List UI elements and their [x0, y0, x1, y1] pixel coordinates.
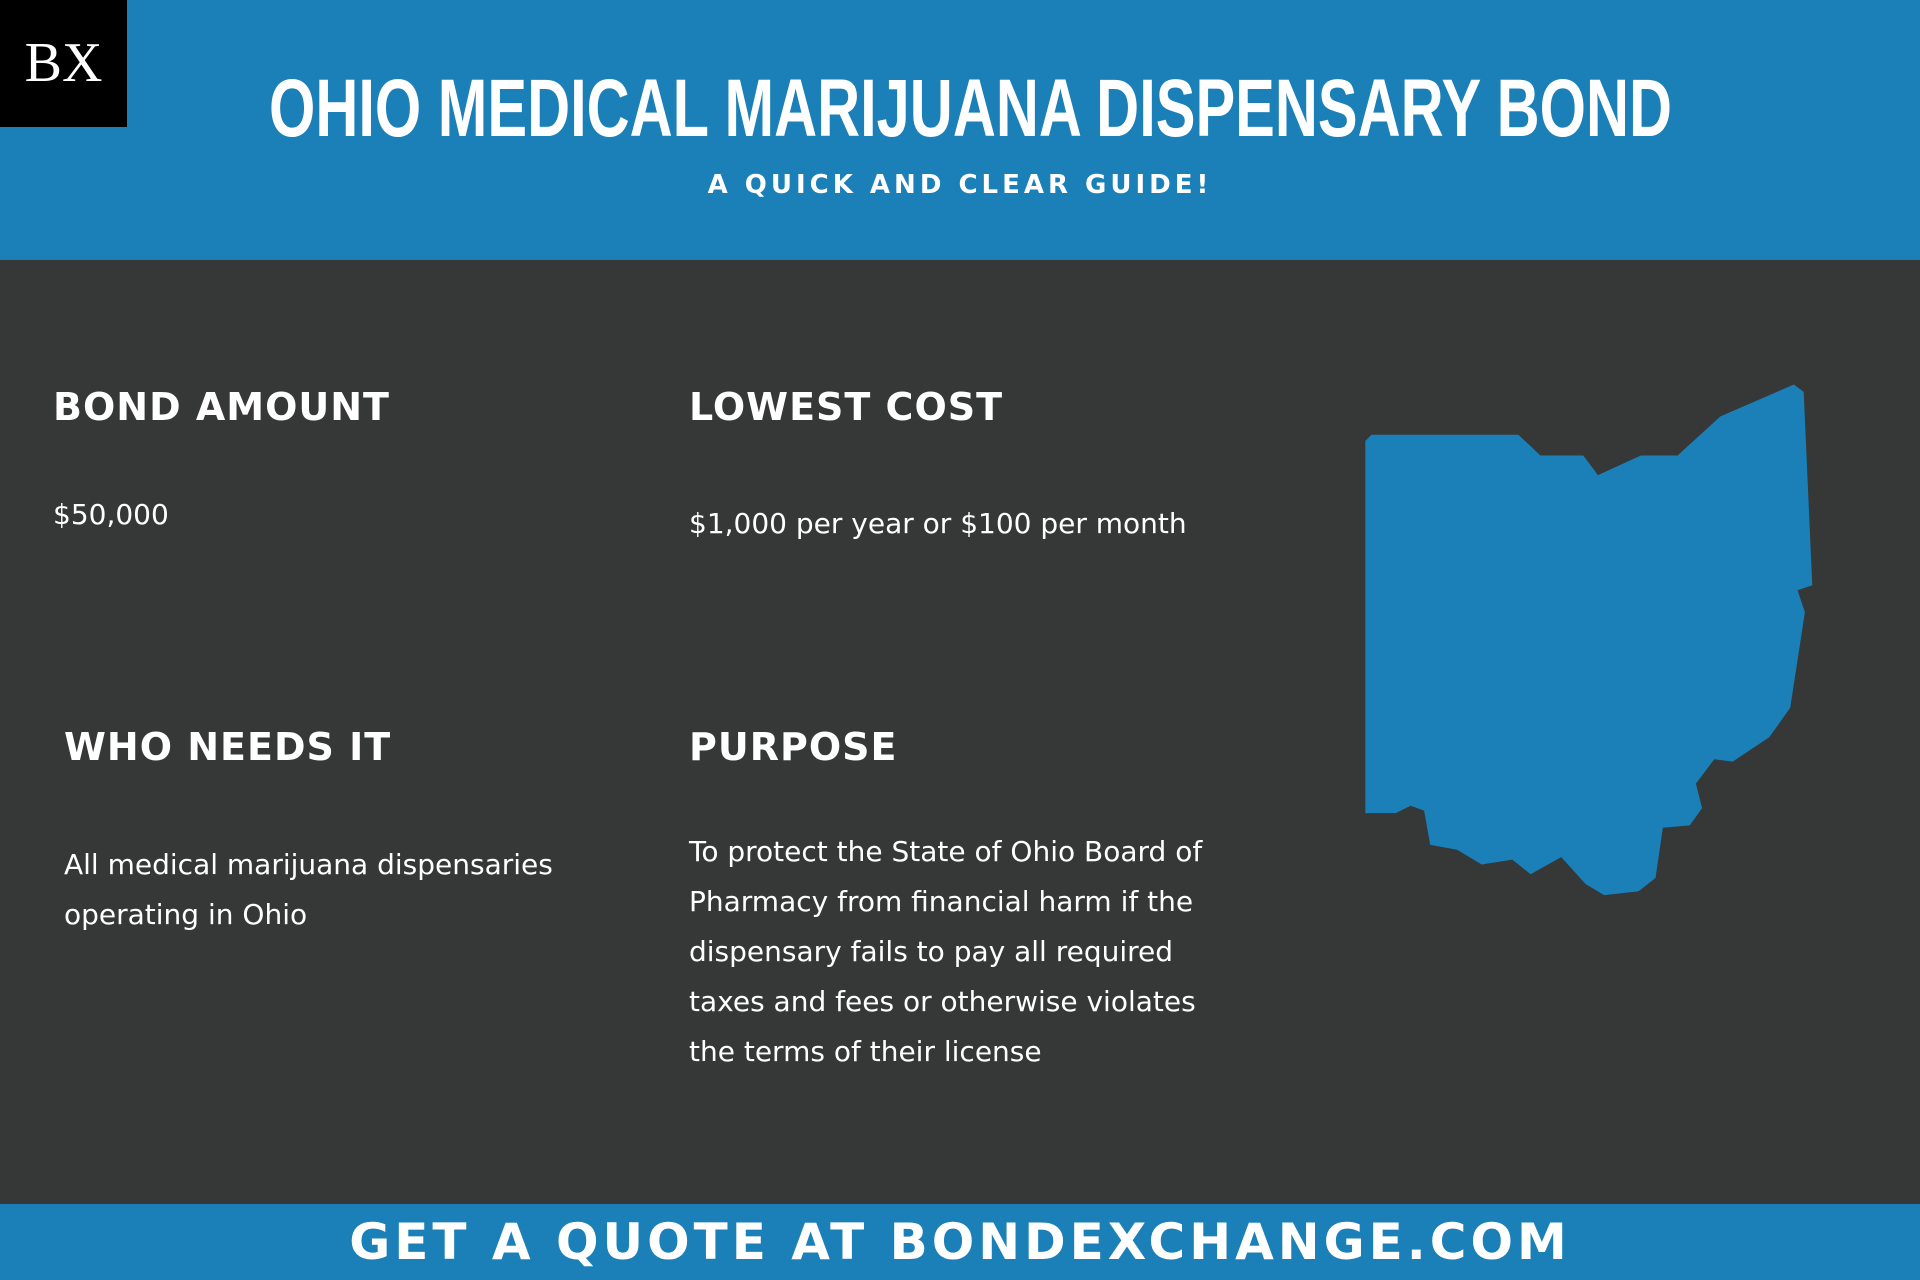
header: BX OHIO MEDICAL MARIJUANA DISPENSARY BON…	[0, 0, 1920, 260]
footer-text: GET A QUOTE AT BONDEXCHANGE.COM	[349, 1213, 1571, 1271]
ohio-shape	[1365, 384, 1813, 896]
section-heading: LOWEST COST	[689, 385, 1004, 429]
section-text: $1,000 per year or $100 per month	[689, 507, 1187, 540]
title-svg: OHIO MEDICAL MARIJUANA DISPENSARY BOND	[269, 63, 1672, 150]
section-text: All medical marijuana dispensaries opera…	[64, 848, 553, 931]
subtitle: A QUICK AND CLEAR GUIDE!	[707, 170, 1213, 200]
section-heading: BOND AMOUNT	[53, 385, 390, 429]
logo: BX	[0, 0, 127, 127]
section-heading: PURPOSE	[689, 725, 898, 769]
section-heading: WHO NEEDS IT	[64, 725, 392, 769]
section-text: $50,000	[53, 498, 169, 531]
title: OHIO MEDICAL MARIJUANA DISPENSARY BOND	[269, 63, 1672, 150]
footer: GET A QUOTE AT BONDEXCHANGE.COM	[0, 1204, 1920, 1280]
section-text: To protect the State of Ohio Board of Ph…	[689, 835, 1203, 1068]
